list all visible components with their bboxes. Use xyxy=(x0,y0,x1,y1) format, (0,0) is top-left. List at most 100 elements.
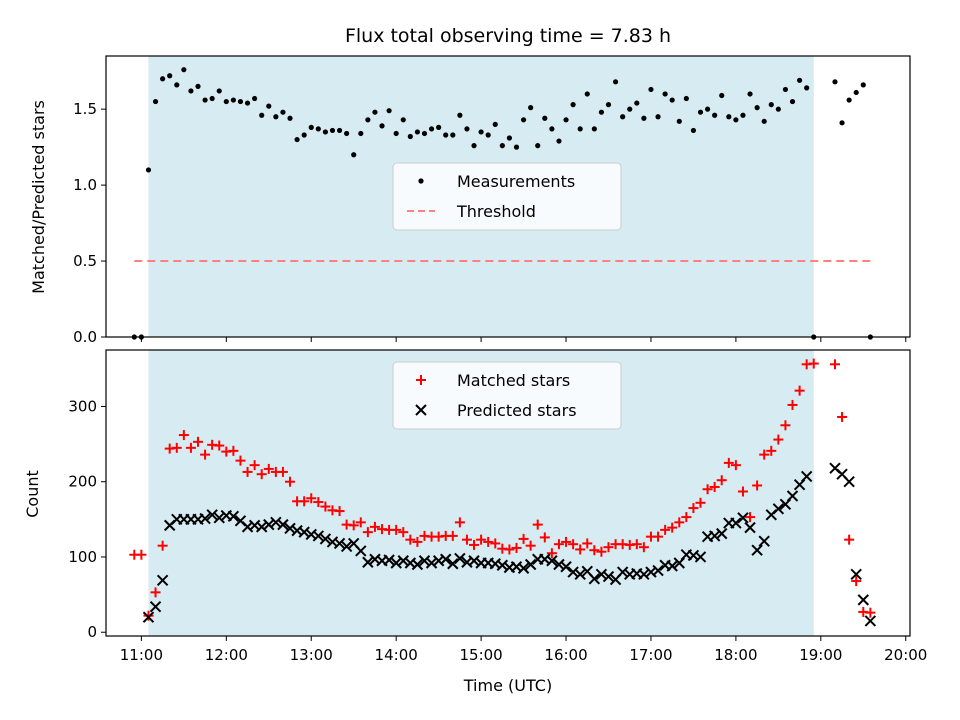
measurement-point-37 xyxy=(393,130,399,137)
matched-stars-point-38 xyxy=(398,527,409,538)
matched-stars-point-60 xyxy=(553,539,564,550)
measurement-point-27 xyxy=(322,129,329,135)
predicted-stars-point-b xyxy=(574,568,586,580)
predicted-stars-point-b xyxy=(616,566,629,578)
predicted-stars-point-91 xyxy=(786,490,799,502)
measurement-point-2 xyxy=(145,167,152,173)
matched-stars-point-77 xyxy=(674,517,685,528)
matched-stars-point-53 xyxy=(504,544,515,555)
predicted-stars-point-b xyxy=(553,558,565,571)
measurement-point-95 xyxy=(804,85,810,91)
predicted-stars-point-b xyxy=(836,468,848,480)
predicted-stars-point-b xyxy=(461,556,473,568)
predicted-stars-point-98 xyxy=(857,594,869,606)
measurement-point-61 xyxy=(563,117,569,123)
predicted-stars-point-b xyxy=(213,512,225,524)
measurement-point-74 xyxy=(655,114,661,120)
predicted-stars-point-86 xyxy=(751,544,763,556)
matched-stars-point-34 xyxy=(369,521,380,532)
matched-stars-point-58 xyxy=(539,532,550,543)
predicted-stars-point-b xyxy=(362,556,374,568)
predicted-stars-point-b xyxy=(744,521,756,534)
measurement-point-47 xyxy=(464,126,470,132)
measurement-point-22 xyxy=(287,115,293,121)
measurement-point-52 xyxy=(499,143,505,149)
bottom-y-tick-label: 100 xyxy=(68,548,97,566)
matched-stars-point-71 xyxy=(631,539,642,550)
matched-stars-point-61 xyxy=(561,536,572,547)
matched-stars-point-legend xyxy=(416,375,426,385)
predicted-stars-point-72 xyxy=(652,564,664,577)
measurement-point-36 xyxy=(386,108,392,114)
predicted-stars-point-16 xyxy=(255,521,268,533)
predicted-stars-point-b xyxy=(751,544,763,556)
measurement-point-77 xyxy=(676,118,682,124)
measurement-point-81 xyxy=(704,106,711,112)
measurement-point-93 xyxy=(789,98,796,105)
matched-stars-point-45 xyxy=(447,530,458,541)
matched-stars-point-62 xyxy=(568,539,579,550)
predicted-stars-point-b xyxy=(772,503,785,515)
legend-label-1: Threshold xyxy=(456,202,536,221)
predicted-stars-point-b xyxy=(829,462,841,474)
predicted-stars-point-b xyxy=(694,551,707,563)
measurement-point-9 xyxy=(195,83,201,89)
predicted-stars-point-81 xyxy=(716,527,728,540)
predicted-stars-point-b xyxy=(277,518,289,531)
matched-stars-point-31 xyxy=(348,520,359,531)
x-tick-label: 11:00 xyxy=(120,646,163,664)
x-tick-label: 17:00 xyxy=(629,646,672,664)
predicted-stars-point-30 xyxy=(355,545,367,557)
measurement-point-21 xyxy=(280,109,286,115)
measurement-point-17 xyxy=(252,95,258,102)
matched-stars-point-7 xyxy=(178,430,189,441)
predicted-stars-point-b xyxy=(447,558,459,570)
x-tick-label: 18:00 xyxy=(714,646,757,664)
top-legend: Measurements Threshold xyxy=(392,162,622,231)
matched-stars-point-66 xyxy=(596,546,607,557)
measurement-point-16 xyxy=(244,100,251,106)
measurement-point-73 xyxy=(648,86,654,93)
predicted-stars-point-b xyxy=(149,600,162,613)
top-frame xyxy=(105,55,911,338)
measurement-point-58 xyxy=(542,115,548,121)
predicted-stars-point-87 xyxy=(758,535,770,547)
predicted-stars-point-b xyxy=(496,559,509,571)
predicted-stars-point-83 xyxy=(730,517,742,529)
matched-stars-point-67 xyxy=(603,542,614,553)
predicted-stars-point-b xyxy=(730,517,742,529)
predicted-stars-point-28 xyxy=(340,540,353,553)
measurement-point-24 xyxy=(301,132,307,138)
bottom-panel: 0 100 200 300 11:00 12:00 13:00 14:00 15:00 16:00… xyxy=(23,349,927,695)
measurement-point-29 xyxy=(336,127,343,134)
predicted-stars-point-b xyxy=(588,573,601,585)
predicted-stars-point-64 xyxy=(595,568,608,580)
predicted-stars-point-78 xyxy=(694,551,707,563)
legend-label-0: Matched stars xyxy=(457,371,570,390)
predicted-stars-point-b xyxy=(454,552,466,565)
matched-stars-point-18 xyxy=(256,469,267,480)
matched-stars-point-19 xyxy=(263,463,274,474)
predicted-stars-point-b xyxy=(227,510,240,523)
legend-box xyxy=(392,162,622,231)
matched-stars-point-17 xyxy=(249,460,260,471)
matched-stars-point-55 xyxy=(518,533,529,544)
matched-stars-point-74 xyxy=(653,531,664,542)
matched-stars-point-72 xyxy=(638,542,649,553)
matched-stars-point-81 xyxy=(702,484,713,495)
top-panel: 0.0 0.5 1.0 1.5 Measurements Threshold Matche… xyxy=(29,55,911,346)
measurement-point-70 xyxy=(627,106,633,112)
measurement-point-48 xyxy=(471,143,477,149)
matched-stars-point-12 xyxy=(214,440,225,451)
bottom-frame xyxy=(105,349,911,637)
predicted-stars-point-35 xyxy=(390,557,402,569)
matched-stars-point-80 xyxy=(695,497,706,508)
predicted-stars-point-25 xyxy=(319,533,332,545)
matched-stars-point-48 xyxy=(469,539,480,550)
legend-box xyxy=(392,361,622,430)
matched-stars-point-59 xyxy=(546,548,557,559)
measurement-point-80 xyxy=(697,109,704,115)
predicted-stars-point-b xyxy=(241,521,254,533)
measurement-point-57 xyxy=(535,143,541,149)
matched-stars-point-16 xyxy=(242,466,253,477)
